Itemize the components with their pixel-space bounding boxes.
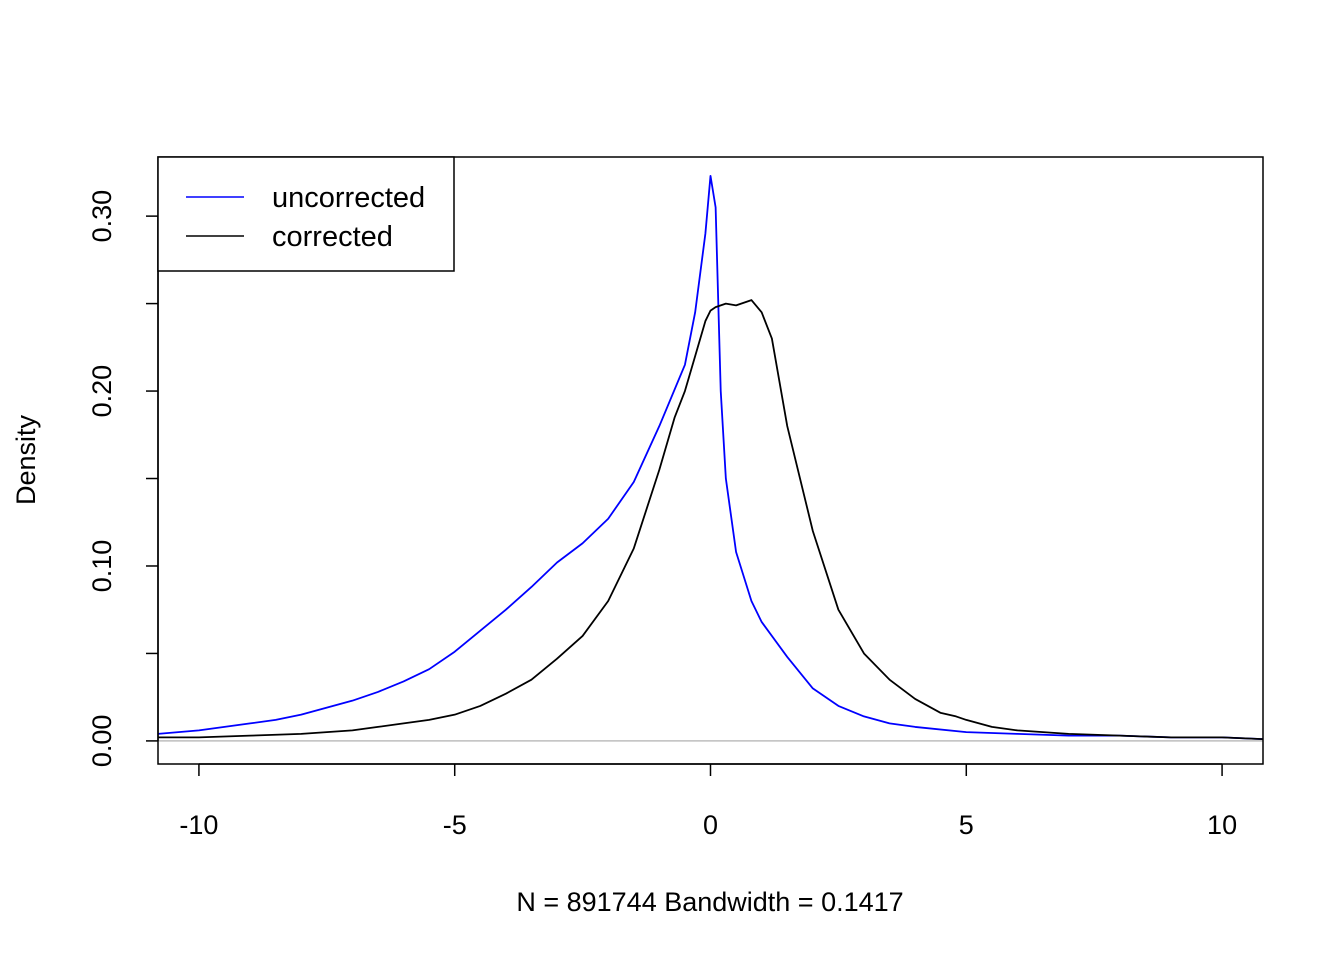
series-line-corrected bbox=[158, 299, 1264, 741]
legend: uncorrected corrected bbox=[157, 156, 455, 272]
legend-label-corrected: corrected bbox=[272, 221, 393, 253]
y-tick-label: 0.20 bbox=[87, 365, 117, 418]
y-tick-label: 0.30 bbox=[87, 190, 117, 243]
x-axis-title: N = 891744 Bandwidth = 0.1417 bbox=[516, 887, 903, 917]
y-tick-label: 0.00 bbox=[87, 715, 117, 768]
legend-box bbox=[157, 156, 455, 272]
y-axis-title: Density bbox=[11, 414, 41, 505]
y-tick-label: 0.10 bbox=[87, 540, 117, 593]
x-tick-label: 0 bbox=[703, 810, 718, 840]
plot-layer bbox=[157, 174, 1264, 742]
y-axis: 0.00 0.10 0.20 0.30 bbox=[87, 190, 159, 768]
x-tick-label: -10 bbox=[179, 810, 218, 840]
x-tick-label: -5 bbox=[443, 810, 467, 840]
x-tick-label: 5 bbox=[959, 810, 974, 840]
x-tick-label: 10 bbox=[1207, 810, 1237, 840]
legend-label-uncorrected: uncorrected bbox=[272, 182, 425, 214]
series-line-uncorrected bbox=[157, 174, 1264, 741]
x-axis: -10 -5 0 5 10 bbox=[179, 763, 1237, 840]
